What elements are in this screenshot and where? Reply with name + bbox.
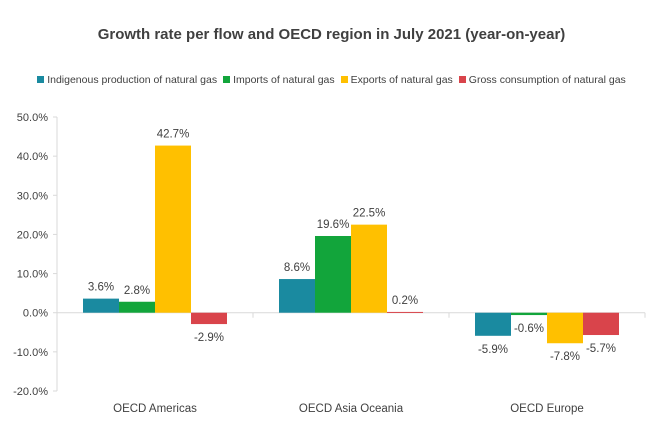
y-tick-label-5: 30.0% [17, 190, 48, 202]
bar-0-1 [119, 301, 155, 313]
category-label-2: OECD Europe [510, 403, 584, 415]
legend-swatch-1 [223, 76, 231, 83]
legend-swatch-0 [37, 76, 45, 83]
data-label-2-1: -0.6% [514, 323, 544, 335]
legend-item-2: Exports of natural gas [340, 74, 453, 86]
data-label-0-3: -2.9% [194, 332, 224, 344]
y-tick-label-3: 10.0% [17, 269, 48, 281]
y-tick-label-1: -10.0% [13, 347, 48, 359]
legend-swatch-2 [340, 76, 348, 83]
legend-item-1: Imports of natural gas [223, 74, 335, 86]
y-tick-label-0: -20.0% [13, 386, 48, 398]
chart-title: Growth rate per flow and OECD region in … [97, 26, 566, 43]
bar-2-2 [547, 312, 583, 344]
bar-2-3 [583, 312, 619, 336]
legend-item-3: Gross consumption of natural gas [458, 74, 626, 86]
legend: Indigenous production of natural gas Impo… [0, 74, 663, 86]
legend-label-0: Indigenous production of natural gas [47, 74, 218, 86]
category-label-0: OECD Americas [113, 403, 197, 415]
bar-2-1 [511, 312, 547, 316]
data-label-0-0: 3.6% [88, 282, 114, 294]
legend-item-0: Indigenous production of natural gas [37, 74, 217, 86]
data-label-1-2: 22.5% [353, 208, 386, 220]
legend-label-1: Imports of natural gas [233, 74, 335, 86]
data-label-1-0: 8.6% [284, 262, 310, 274]
legend-swatch-3 [458, 76, 466, 83]
category-label-1: OECD Asia Oceania [299, 403, 404, 415]
y-tick-label-6: 40.0% [17, 151, 48, 163]
bar-1-1 [315, 235, 351, 313]
data-label-0-2: 42.7% [157, 129, 190, 141]
data-label-2-3: -5.7% [586, 343, 616, 355]
bar-0-3 [191, 312, 227, 325]
data-label-1-3: 0.2% [392, 295, 418, 307]
y-tick-label-7: 50.0% [17, 112, 48, 124]
data-label-0-1: 2.8% [124, 285, 150, 297]
bar-0-2 [155, 145, 191, 313]
legend-label-2: Exports of natural gas [350, 74, 453, 86]
bar-1-2 [351, 224, 387, 313]
bar-0-0 [83, 298, 119, 313]
y-tick-label-2: 0.0% [23, 308, 48, 320]
y-tick-label-4: 20.0% [17, 229, 48, 241]
data-label-1-1: 19.6% [317, 219, 350, 231]
data-label-2-2: -7.8% [550, 351, 580, 363]
data-label-2-0: -5.9% [478, 344, 508, 356]
legend-label-3: Gross consumption of natural gas [468, 74, 626, 86]
bar-2-0 [475, 312, 511, 336]
bar-1-0 [279, 279, 315, 313]
bar-1-3 [387, 311, 423, 313]
